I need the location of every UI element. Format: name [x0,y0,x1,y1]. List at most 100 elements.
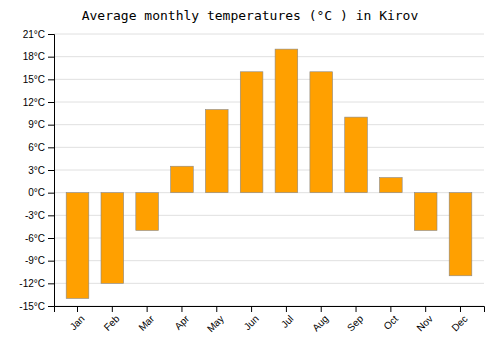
y-tick: 9°C [28,119,54,130]
x-tick: Sep [345,306,366,333]
x-tick: Feb [102,306,122,333]
bar [205,110,228,193]
y-tick: -9°C [25,255,54,266]
tick-mark [48,215,54,216]
tick-mark [216,306,217,312]
grid-line [54,102,484,103]
axis-line [55,307,485,313]
bars [66,49,472,298]
x-tick: Apr [172,306,191,332]
x-axis: Jan Feb Mar Apr May Jun Jul Aug Sep Oct Nov Dec [55,306,485,334]
tick-label: 21°C [23,29,45,40]
tick-mark [48,34,54,35]
y-tick: 6°C [28,142,54,153]
tick-mark [77,306,78,312]
y-tick: -3°C [25,210,54,221]
tick-label: 15°C [23,74,45,85]
tick-label: Sep [345,313,366,334]
tick-label: May [205,313,226,334]
tick-mark [112,306,113,312]
bar [414,193,437,231]
tick-label: Jul [279,313,296,330]
tick-mark [251,306,252,312]
x-tick: May [205,306,226,334]
tick-mark [48,102,54,103]
tick-label: 18°C [23,51,45,62]
axis-line [48,35,55,307]
tick-label: Dec [449,313,469,333]
y-tick: -15°C [19,301,54,312]
grid-line [54,79,484,80]
chart-title: Average monthly temperatures (°C ) in Ki… [82,8,419,23]
tick-label: Oct [381,313,400,332]
tick-label: Mar [136,313,156,333]
tick-mark [48,79,54,80]
y-tick: 18°C [23,51,54,62]
y-tick: 3°C [28,165,54,176]
bar [171,166,194,192]
grid-line [54,56,484,57]
x-tick: Nov [415,306,435,333]
tick-mark [321,306,322,312]
y-tick: 21°C [23,29,54,40]
y-tick: -6°C [25,233,54,244]
grid-line [54,124,484,125]
grid-line [54,170,484,171]
x-tick: Aug [310,306,330,333]
tick-label: Apr [172,313,191,332]
y-tick: 0°C [28,187,54,198]
tick-label: Jan [68,313,87,332]
x-tick: Mar [136,306,156,333]
chart-svg: -15°C -12°C -9°C -6°C -3°C 0°C 3°C 6°C 9°C 12°C 15… [0,0,500,350]
bar [449,193,472,276]
tick-mark [48,125,54,126]
tick-mark [48,193,54,194]
bar [310,72,333,193]
grid-line [54,147,484,148]
tick-mark [48,306,54,307]
plot-area: -15°C -12°C -9°C -6°C -3°C 0°C 3°C 6°C 9°C 12°C 15… [19,29,484,335]
tick-mark [48,147,54,148]
tick-mark [48,57,54,58]
chart-container: -15°C -12°C -9°C -6°C -3°C 0°C 3°C 6°C 9°C 12°C 15… [0,0,500,350]
bar [101,193,124,284]
x-tick: Dec [449,306,469,333]
x-tick: Jun [242,306,261,332]
tick-label: 9°C [28,119,45,130]
bar [275,49,298,193]
tick-mark [181,306,182,312]
tick-mark [356,306,357,312]
tick-mark [48,238,54,239]
x-tick: Jan [68,306,87,332]
tick-mark [286,306,287,312]
grid-line [54,34,484,35]
tick-mark [48,170,54,171]
tick-label: -9°C [25,255,45,266]
y-tick: -12°C [19,278,54,289]
tick-label: -3°C [25,210,45,221]
bar [345,117,368,193]
bar [380,178,403,193]
tick-label: -15°C [19,301,45,312]
y-tick: 12°C [23,97,54,108]
tick-label: Feb [102,313,122,333]
bar [240,72,263,193]
x-tick: Jul [279,306,296,330]
tick-label: Aug [310,313,330,333]
y-tick: 15°C [23,74,54,85]
x-tick: Oct [381,306,400,332]
tick-label: -6°C [25,233,45,244]
tick-label: -12°C [19,278,45,289]
tick-label: Jun [242,313,261,332]
tick-label: 0°C [28,187,45,198]
y-axis: -15°C -12°C -9°C -6°C -3°C 0°C 3°C 6°C 9°C 12°C 15… [19,29,54,312]
tick-label: Nov [415,313,435,333]
tick-mark [48,283,54,284]
tick-mark [147,306,148,312]
bar [66,193,89,299]
tick-mark [460,306,461,312]
tick-label: 12°C [23,97,45,108]
bar [136,193,159,231]
tick-label: 6°C [28,142,45,153]
tick-label: 3°C [28,165,45,176]
